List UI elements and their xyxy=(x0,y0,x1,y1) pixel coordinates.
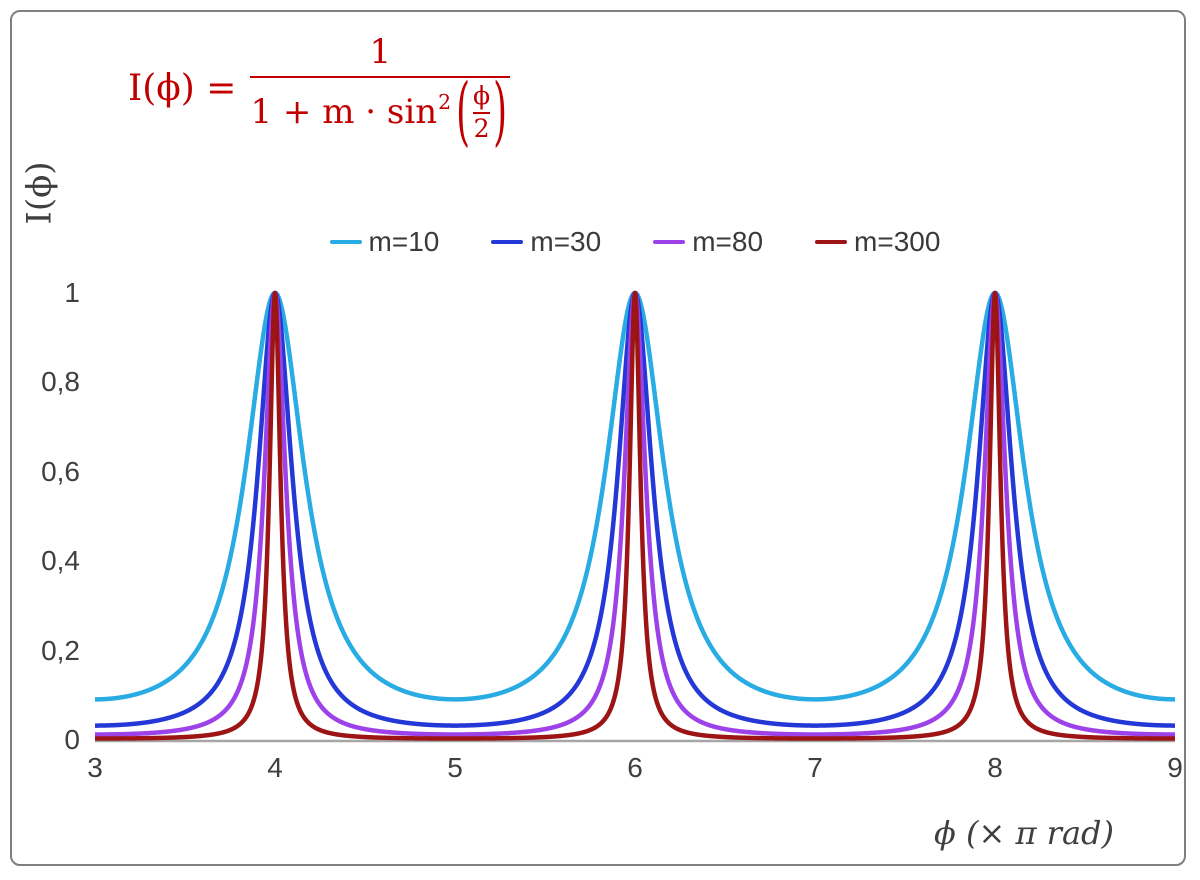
formula-inner-num: ϕ xyxy=(473,81,491,111)
x-tick-label: 4 xyxy=(267,752,283,783)
y-axis-title-text: I(ϕ) xyxy=(20,161,61,225)
formula-inner-bar xyxy=(473,111,491,114)
legend-label: m=30 xyxy=(530,226,602,257)
formula-den-text: 1 + m · sin xyxy=(250,92,438,133)
x-tick-label: 8 xyxy=(987,752,1003,783)
series-line-m=80 xyxy=(92,290,1178,737)
formula-numerator: 1 xyxy=(369,32,392,72)
legend-label: m=80 xyxy=(692,226,764,257)
x-tick-label: 5 xyxy=(447,752,463,783)
x-tick-label: 6 xyxy=(627,752,643,783)
legend-swatch-m=300 xyxy=(815,239,848,245)
formula-open-paren: ( xyxy=(456,69,471,156)
legend-label: m=300 xyxy=(854,226,941,257)
y-tick-label: 0,8 xyxy=(41,366,80,398)
legend-item-m=80: m=80 xyxy=(653,226,763,258)
x-tick-label: 9 xyxy=(1167,752,1183,783)
legend-item-m=300: m=300 xyxy=(815,226,940,258)
y-tick-label: 0,4 xyxy=(41,545,80,577)
y-tick-label: 0,6 xyxy=(41,455,80,487)
legend-label: m=10 xyxy=(368,226,440,257)
x-axis-title: ϕ (× π rad) xyxy=(934,814,1114,852)
y-tick-label: 1 xyxy=(64,277,80,308)
chart-legend: m=10 m=30 m=80 m=300 xyxy=(95,226,1175,258)
series-line-m=30 xyxy=(92,290,1178,728)
formula-inner-den: 2 xyxy=(473,113,490,143)
formula-fraction-bar xyxy=(250,76,511,79)
legend-item-m=10: m=10 xyxy=(329,226,440,258)
plot-svg xyxy=(92,290,1178,743)
formula-exponent: 2 xyxy=(438,90,452,115)
legend-swatch-m=30 xyxy=(491,239,524,245)
y-tick-label: 0 xyxy=(64,724,80,755)
formula-close-paren: ) xyxy=(493,69,508,156)
x-tick-label: 7 xyxy=(807,752,823,783)
formula-lhs: I(ϕ) = xyxy=(128,67,237,109)
legend-swatch-m=10 xyxy=(329,239,362,245)
plot-area xyxy=(92,285,1178,747)
formula-denominator: 1 + m · sin 2(ϕ 2) xyxy=(250,71,510,154)
y-axis-title: I(ϕ) xyxy=(14,138,66,248)
series-line-m=300 xyxy=(92,290,1178,741)
formula-fraction: 1 1 + m · sin 2(ϕ 2) xyxy=(250,32,511,154)
formula-annotation: I(ϕ) = 1 1 + m · sin 2(ϕ 2) xyxy=(128,32,511,154)
legend-item-m=30: m=30 xyxy=(491,226,601,258)
legend-swatch-m=80 xyxy=(653,239,686,245)
x-tick-label: 3 xyxy=(87,752,103,783)
y-tick-label: 0,2 xyxy=(41,634,80,666)
